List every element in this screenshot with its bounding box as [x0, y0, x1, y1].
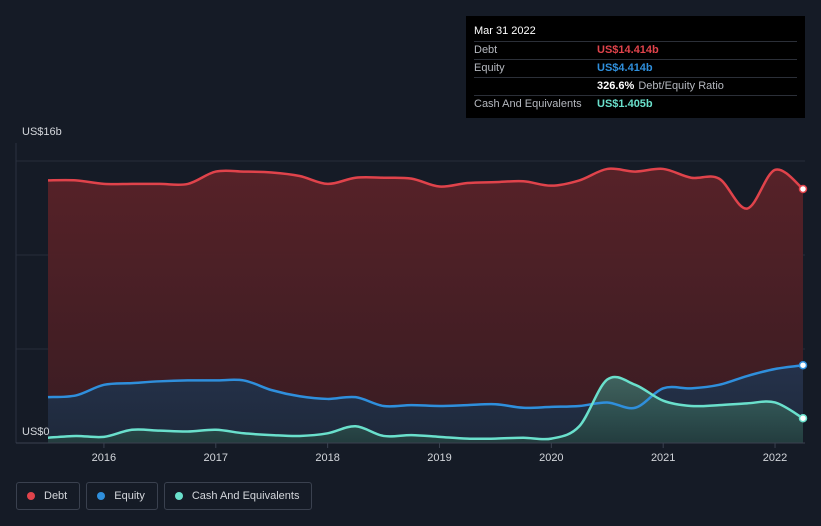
tooltip-label: Debt	[474, 44, 498, 56]
axes: 2016 2017 2018 2019 2020 2021 2022	[16, 442, 805, 464]
tooltip-extra: Debt/Equity Ratio	[638, 80, 724, 92]
tooltip-row-cash: Cash And Equivalents US$1.405b	[474, 95, 797, 113]
y-tick-label-bottom: US$0	[22, 426, 50, 438]
tooltip-date: Mar 31 2022	[474, 25, 536, 37]
tooltip-value: 326.6%	[597, 80, 635, 92]
legend-label: Debt	[44, 490, 68, 502]
x-tick-label: 2016	[92, 452, 116, 464]
equity-endpoint-marker	[798, 360, 808, 370]
tooltip-value: US$14.414b	[597, 44, 659, 56]
tooltip-label: Equity	[474, 62, 505, 74]
legend-label: Cash And Equivalents	[191, 490, 300, 502]
chart-legend: Debt Equity Cash And Equivalents	[16, 482, 313, 510]
debt-endpoint-marker	[798, 184, 808, 194]
x-tick-label: 2019	[427, 452, 451, 464]
legend-label: Equity	[114, 490, 145, 502]
debt-area	[48, 168, 803, 443]
tooltip-row-ratio: 326.6% Debt/Equity Ratio	[474, 77, 797, 95]
equity-line	[47, 363, 804, 410]
tooltip-label	[474, 78, 597, 95]
debt-dot-icon	[27, 492, 35, 500]
cash-and-equivalents-endpoint-marker	[798, 413, 808, 423]
cash-and-equivalents-line	[47, 375, 804, 441]
x-tick-label: 2020	[539, 452, 563, 464]
tooltip-row-debt: Debt US$14.414b	[474, 41, 797, 59]
x-tick-label: 2018	[315, 452, 339, 464]
debt-line	[47, 167, 804, 210]
cash-and-equivalents-area	[48, 376, 803, 443]
legend-item-debt[interactable]: Debt	[16, 482, 81, 510]
y-tick-label-top: US$16b	[22, 126, 62, 138]
tooltip-row-equity: Equity US$4.414b	[474, 59, 797, 77]
tooltip-panel: Mar 31 2022 Debt US$14.414b Equity US$4.…	[466, 16, 805, 118]
equity-dot-icon	[97, 492, 106, 500]
tooltip-value: US$4.414b	[597, 62, 653, 74]
x-tick-label: 2017	[204, 452, 228, 464]
tooltip-value: US$1.405b	[597, 98, 653, 110]
x-tick-label: 2021	[651, 452, 675, 464]
series-lines	[47, 167, 808, 441]
tooltip-label: Cash And Equivalents	[474, 98, 582, 110]
legend-item-equity[interactable]: Equity	[86, 482, 158, 510]
x-tick-label: 2022	[763, 452, 787, 464]
cash-dot-icon	[174, 492, 183, 500]
series-areas	[48, 168, 803, 443]
legend-item-cash-and-equivalents[interactable]: Cash And Equivalents	[163, 482, 313, 510]
